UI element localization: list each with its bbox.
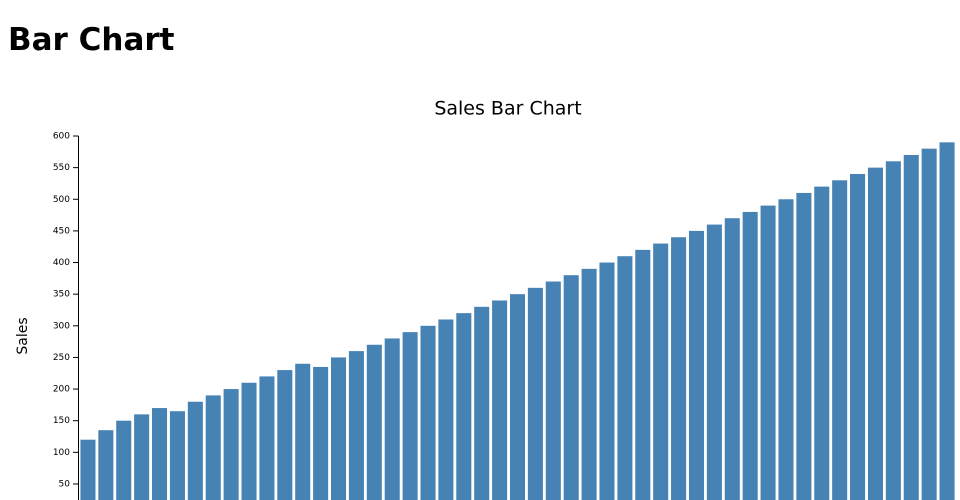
bar	[348, 351, 364, 500]
y-tick-label: 300	[53, 321, 70, 331]
bar	[903, 154, 919, 500]
bar	[456, 313, 472, 500]
bar	[277, 370, 293, 500]
y-tick-label: 150	[53, 416, 70, 426]
bar	[492, 300, 508, 500]
bar	[527, 287, 543, 500]
bar	[205, 395, 221, 500]
y-tick-label: 600	[53, 132, 70, 142]
bar	[832, 180, 848, 500]
bar	[402, 332, 418, 500]
bar	[169, 411, 185, 500]
bar	[814, 186, 830, 500]
bar	[331, 357, 347, 500]
y-axis-label: Sales	[15, 317, 31, 354]
bar	[653, 243, 669, 500]
bar	[134, 414, 150, 500]
bar	[867, 167, 883, 500]
bar	[671, 237, 687, 500]
bar	[581, 268, 597, 500]
bar	[706, 224, 722, 500]
bar	[152, 408, 168, 500]
bar	[921, 148, 937, 500]
bar	[599, 262, 615, 500]
y-tick-label: 250	[53, 353, 70, 363]
bar	[688, 230, 704, 500]
bar	[509, 294, 526, 500]
bar	[760, 205, 776, 500]
y-tick-label: 500	[53, 195, 70, 205]
y-tick-label: 550	[53, 163, 70, 173]
bar	[796, 192, 812, 500]
bar	[635, 249, 651, 500]
bar	[617, 256, 633, 500]
bar	[742, 211, 758, 500]
chart-title: Sales Bar Chart	[434, 98, 581, 120]
bar	[223, 389, 239, 500]
bar	[366, 344, 382, 500]
bar	[116, 420, 132, 500]
bar	[885, 161, 901, 500]
bar	[545, 281, 561, 500]
bar	[241, 382, 257, 500]
y-tick-label: 50	[59, 479, 71, 489]
bar	[384, 338, 400, 500]
y-tick-label: 350	[53, 290, 70, 300]
bar	[438, 319, 454, 500]
bar	[939, 142, 955, 500]
bar	[474, 306, 490, 500]
bar	[313, 366, 329, 500]
y-tick-label: 200	[53, 385, 70, 395]
y-tick-label: 400	[53, 258, 70, 268]
bar	[259, 376, 275, 500]
bar	[80, 439, 96, 500]
page-title: Bar Chart	[8, 22, 175, 58]
bar	[724, 218, 740, 500]
y-tick-label: 450	[53, 226, 70, 236]
bar	[563, 275, 579, 500]
bar	[420, 325, 436, 500]
bar	[778, 199, 794, 500]
bar	[187, 401, 203, 500]
y-tick-label: 100	[53, 448, 70, 458]
bar	[98, 430, 114, 500]
bar	[850, 173, 866, 500]
bar	[295, 363, 311, 500]
